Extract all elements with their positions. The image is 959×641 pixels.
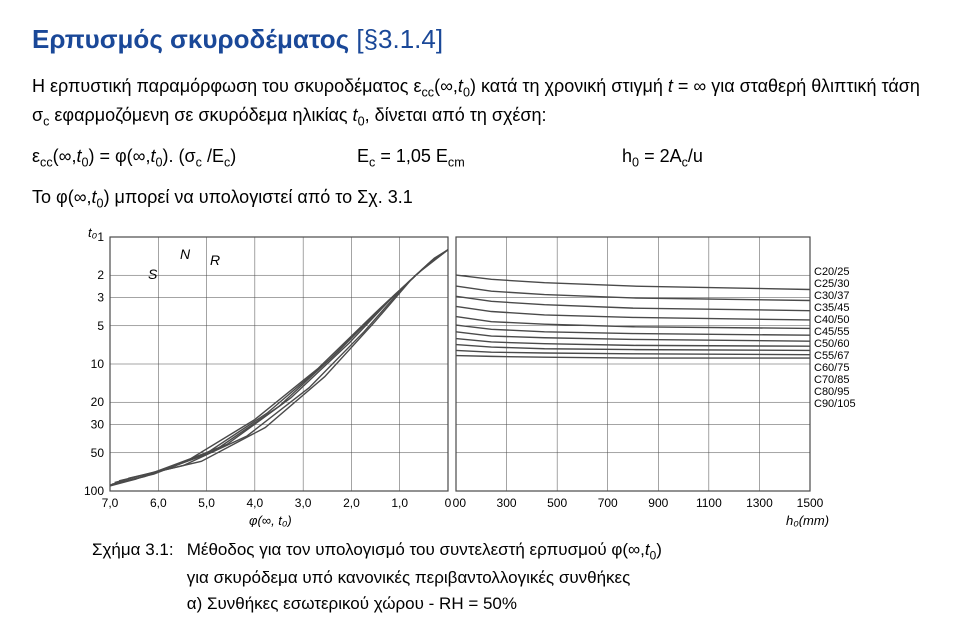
title-main: Ερπυσμός σκυροδέματος <box>32 24 349 54</box>
svg-text:C45/55: C45/55 <box>814 326 849 338</box>
svg-text:t₀: t₀ <box>88 227 98 240</box>
charts-row: 1 2 3 5 10 20 30 50 100 7,0 6,0 5,0 4,0 3,0 2,0 1,0 0 t₀ φ… <box>72 227 927 527</box>
svg-text:C60/75: C60/75 <box>814 362 849 374</box>
eq-col1: εcc(∞,t0) = φ(∞,t0). (σc /Ec) <box>32 146 352 170</box>
svg-text:7,0: 7,0 <box>102 496 119 510</box>
svg-text:C50/60: C50/60 <box>814 338 849 350</box>
svg-text:5,0: 5,0 <box>198 496 215 510</box>
svg-text:4,0: 4,0 <box>247 496 264 510</box>
svg-text:10: 10 <box>91 357 105 371</box>
svg-text:C55/67: C55/67 <box>814 350 849 362</box>
svg-text:500: 500 <box>547 496 567 510</box>
svg-text:C90/105: C90/105 <box>814 398 856 410</box>
svg-text:S: S <box>148 266 158 282</box>
svg-text:C30/37: C30/37 <box>814 290 849 302</box>
svg-text:3,0: 3,0 <box>295 496 312 510</box>
svg-text:700: 700 <box>598 496 618 510</box>
svg-text:1300: 1300 <box>746 496 773 510</box>
svg-text:R: R <box>210 252 220 268</box>
svg-text:C25/30: C25/30 <box>814 278 849 290</box>
right-chart: 100300500700900110013001500h₀(mm)C20/25C… <box>452 227 872 527</box>
svg-text:5: 5 <box>97 319 104 333</box>
caption-label: Σχήμα 3.1: <box>92 537 182 563</box>
ref-line: Το φ(∞,t0) μπορεί να υπολογιστεί από το … <box>32 184 927 213</box>
svg-text:2: 2 <box>97 268 104 282</box>
svg-text:C80/95: C80/95 <box>814 386 849 398</box>
svg-text:100: 100 <box>452 496 466 510</box>
left-chart: 1235102030501007,06,05,04,03,02,01,00t₀φ… <box>72 227 452 527</box>
caption-l2: για σκυρόδεμα υπό κανονικές περιβαντολλο… <box>187 568 631 587</box>
page-title: Ερπυσμός σκυροδέματος [§3.1.4] <box>32 24 927 55</box>
title-ref: [§3.1.4] <box>356 24 443 54</box>
svg-text:1500: 1500 <box>797 496 824 510</box>
equation-line: εcc(∞,t0) = φ(∞,t0). (σc /Ec) Ec = 1,05 … <box>32 146 927 170</box>
svg-text:C40/50: C40/50 <box>814 314 849 326</box>
svg-text:1100: 1100 <box>696 496 722 510</box>
svg-text:N: N <box>180 246 191 262</box>
caption-text: Μέθοδος για τον υπολογισμό του συντελεστ… <box>187 537 907 616</box>
svg-text:C70/85: C70/85 <box>814 374 849 386</box>
figure-caption: Σχήμα 3.1: Μέθοδος για τον υπολογισμό το… <box>92 537 927 616</box>
svg-text:φ(∞, t₀): φ(∞, t₀) <box>249 513 292 527</box>
intro-paragraph: Η ερπυστική παραμόρφωση του σκυροδέματος… <box>32 73 927 132</box>
eq-col3: h0 = 2Ac/u <box>622 146 703 170</box>
svg-text:3: 3 <box>97 291 104 305</box>
svg-text:1: 1 <box>97 230 104 244</box>
svg-text:300: 300 <box>497 496 517 510</box>
svg-text:20: 20 <box>91 395 105 409</box>
svg-text:0: 0 <box>445 496 452 510</box>
svg-text:2,0: 2,0 <box>343 496 360 510</box>
svg-text:C35/45: C35/45 <box>814 302 849 314</box>
svg-text:h₀(mm): h₀(mm) <box>786 513 829 527</box>
eq-col2: Ec = 1,05 Ecm <box>357 146 617 170</box>
svg-text:50: 50 <box>91 446 105 460</box>
svg-text:30: 30 <box>91 418 105 432</box>
svg-text:6,0: 6,0 <box>150 496 167 510</box>
caption-l3: α) Συνθήκες εσωτερικού χώρου - RH = 50% <box>187 594 517 613</box>
svg-text:1,0: 1,0 <box>391 496 408 510</box>
svg-text:C20/25: C20/25 <box>814 266 849 278</box>
svg-text:900: 900 <box>648 496 668 510</box>
